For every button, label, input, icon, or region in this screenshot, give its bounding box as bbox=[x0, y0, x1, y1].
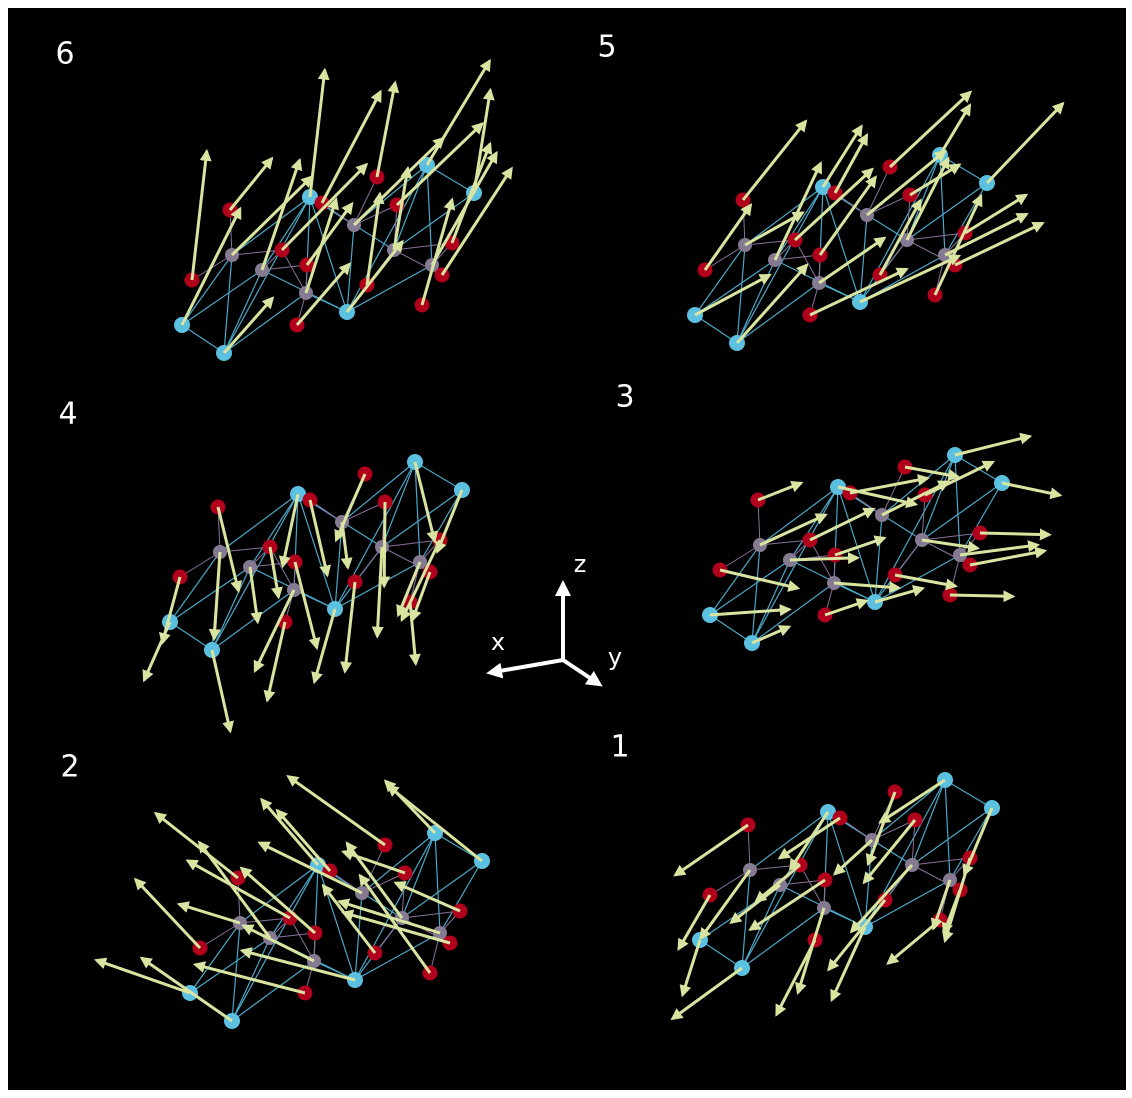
displacement-arrow bbox=[980, 533, 1049, 535]
panel-label: 5 bbox=[597, 30, 616, 65]
panel-label: 3 bbox=[615, 380, 634, 415]
axis-label: x bbox=[491, 628, 505, 656]
displacement-arrow bbox=[950, 595, 1013, 596]
axis-label: y bbox=[608, 643, 622, 671]
page: z x y 6 5 4 3 2 1 (() => { const data = … bbox=[0, 0, 1132, 1098]
figure: z x y 6 5 4 3 2 1 bbox=[0, 0, 1132, 1098]
panel-label: 1 bbox=[610, 730, 629, 765]
axis-label: z bbox=[574, 550, 587, 578]
panel-label: 2 bbox=[60, 750, 79, 785]
panel-label: 4 bbox=[58, 397, 77, 432]
panel-label: 6 bbox=[55, 37, 74, 72]
displacement-arrow bbox=[384, 502, 385, 586]
